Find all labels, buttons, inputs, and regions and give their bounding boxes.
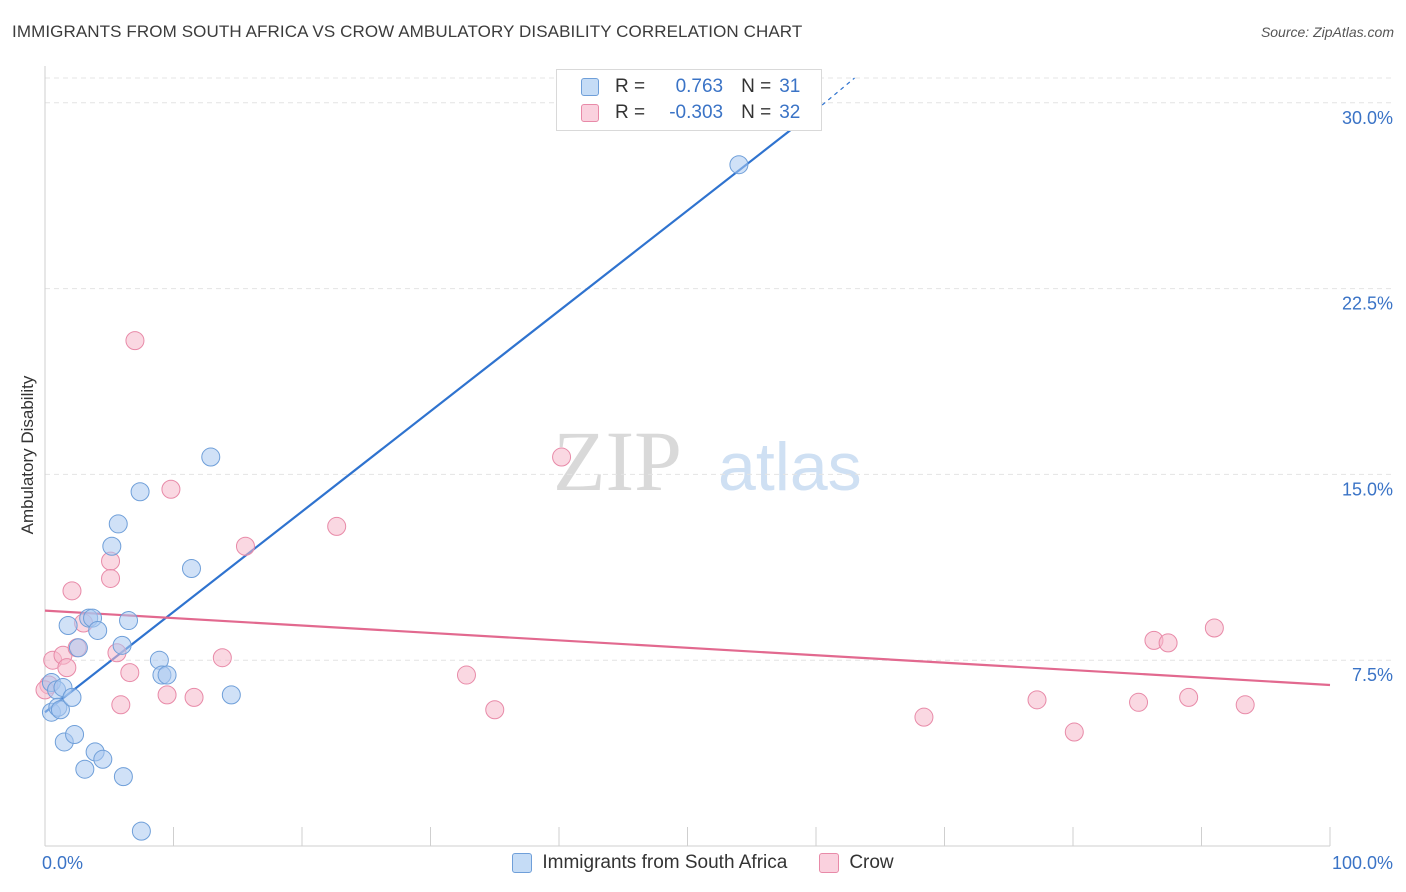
y-tick-label: 22.5% — [1342, 294, 1393, 314]
point-immigrants — [131, 821, 151, 841]
legend-n-value: 32 — [779, 102, 801, 123]
point-immigrants — [221, 685, 241, 705]
trend-line-immigrants — [44, 109, 817, 714]
source-credit: Source: ZipAtlas.com — [1260, 24, 1394, 40]
point-immigrants — [102, 536, 122, 556]
point-crow — [101, 568, 121, 588]
point-immigrants — [181, 559, 201, 579]
y-tick-label: 30.0% — [1342, 108, 1393, 128]
series-legend-item-immigrants: Immigrants from South Africa — [512, 852, 787, 874]
data-points — [35, 155, 1255, 841]
legend-n-value: 31 — [779, 76, 801, 97]
point-immigrants — [119, 611, 139, 631]
legend-r-value: 0.763 — [675, 76, 724, 97]
point-immigrants — [68, 638, 88, 658]
point-immigrants — [75, 759, 95, 779]
point-crow — [161, 479, 181, 499]
x-tick-label: 100.0% — [1332, 853, 1393, 873]
series-label-immigrants: Immigrants from South Africa — [542, 852, 788, 873]
y-tick-label: 15.0% — [1342, 479, 1393, 499]
watermark-zip: ZIP — [553, 413, 682, 509]
point-crow — [485, 700, 505, 720]
watermark: ZIP atlas — [553, 413, 862, 509]
point-crow — [1179, 687, 1199, 707]
trend-line-crow — [44, 609, 1331, 687]
point-crow — [125, 331, 145, 351]
legend-row-pink: R = -0.303 N = 32 — [581, 100, 800, 126]
legend-row-blue: R = 0.763 N = 31 — [581, 74, 800, 100]
grid-lines — [45, 77, 1395, 661]
point-crow — [456, 665, 476, 685]
point-immigrants — [201, 447, 221, 467]
point-crow — [1158, 633, 1178, 653]
point-crow — [184, 687, 204, 707]
point-immigrants — [88, 620, 108, 640]
point-crow — [1235, 695, 1255, 715]
point-immigrants — [130, 482, 150, 502]
point-crow — [157, 685, 177, 705]
axes — [44, 66, 1331, 847]
trend-line-extension — [815, 77, 855, 111]
legend-r-label: R = — [615, 102, 646, 123]
point-crow — [327, 516, 347, 536]
legend-n-label: N = — [741, 102, 772, 123]
point-immigrants — [113, 767, 133, 787]
series-label-crow: Crow — [849, 852, 894, 873]
point-crow — [1204, 618, 1224, 638]
point-immigrants — [62, 687, 82, 707]
legend-n-label: N = — [741, 76, 772, 97]
point-crow — [552, 447, 572, 467]
tick-labels: 7.5% 15.0% 22.5% 30.0% 0.0% 100.0% — [42, 108, 1393, 873]
series-swatch-blue — [512, 853, 533, 873]
point-immigrants — [65, 725, 85, 745]
point-immigrants — [157, 665, 177, 685]
legend-swatch-pink — [581, 104, 599, 122]
x-tick-label: 0.0% — [42, 853, 83, 873]
point-crow — [235, 536, 255, 556]
series-swatch-pink — [819, 853, 840, 873]
point-immigrants — [729, 155, 749, 175]
legend-r-label: R = — [615, 76, 646, 97]
chart-title: IMMIGRANTS FROM SOUTH AFRICA VS CROW AMB… — [12, 22, 803, 41]
point-crow — [914, 707, 934, 727]
point-crow — [212, 648, 232, 668]
trend-lines — [44, 77, 1331, 714]
y-axis-label: Ambulatory Disability — [18, 375, 37, 535]
series-legend: Immigrants from South Africa Crow — [0, 852, 1406, 874]
series-legend-item-crow: Crow — [819, 852, 894, 874]
point-crow — [1064, 722, 1084, 742]
point-crow — [120, 663, 140, 683]
legend-swatch-blue — [581, 78, 599, 96]
correlation-legend: R = 0.763 N = 31 R = -0.303 N = 32 — [556, 69, 822, 131]
point-crow — [62, 581, 82, 601]
legend-r-value: -0.303 — [669, 102, 724, 123]
point-crow — [57, 658, 77, 678]
point-crow — [111, 695, 131, 715]
point-crow — [1027, 690, 1047, 710]
watermark-atlas: atlas — [718, 429, 862, 505]
point-immigrants — [112, 635, 132, 655]
point-immigrants — [108, 514, 128, 534]
point-crow — [1129, 692, 1149, 712]
point-immigrants — [93, 749, 113, 769]
y-tick-label: 7.5% — [1352, 665, 1393, 685]
point-immigrants — [58, 616, 78, 636]
point-immigrants — [50, 700, 70, 720]
